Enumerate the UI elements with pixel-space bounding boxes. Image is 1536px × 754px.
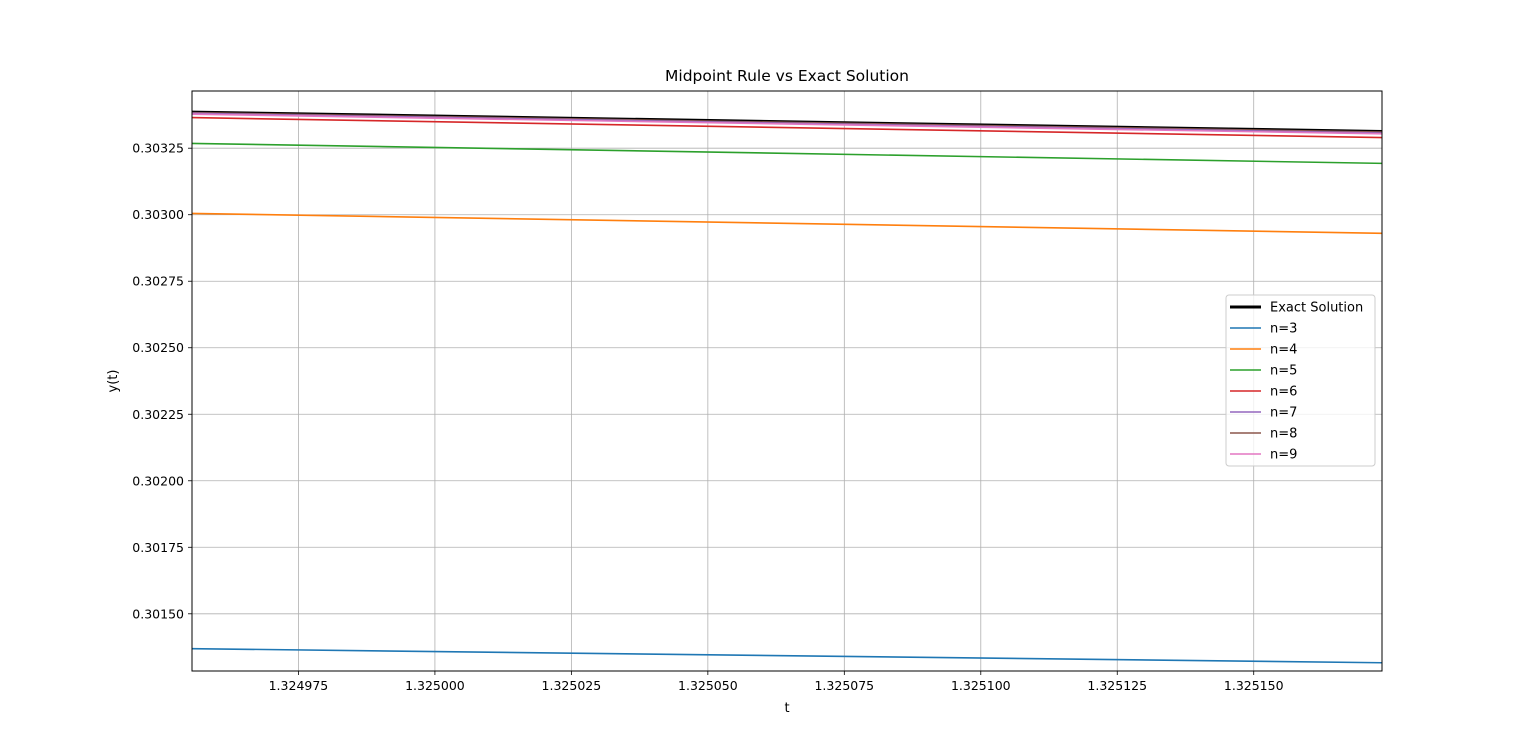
legend-label: n=4 bbox=[1270, 343, 1297, 358]
series-layer bbox=[191, 110, 1383, 664]
y-tick-label: 0.30225 bbox=[132, 407, 184, 422]
y-tick-label: 0.30325 bbox=[132, 141, 184, 156]
x-tick-label: 1.325000 bbox=[405, 678, 465, 693]
series-line-n-5 bbox=[191, 142, 1383, 165]
legend-label: n=9 bbox=[1270, 448, 1297, 463]
y-tick-label: 0.30275 bbox=[132, 274, 184, 289]
series-line-exact-solution bbox=[191, 110, 1383, 132]
y-tick-label: 0.30175 bbox=[132, 540, 184, 555]
x-tick-label: 1.325075 bbox=[814, 678, 874, 693]
series-line-n-9 bbox=[191, 113, 1383, 135]
legend-label: n=6 bbox=[1270, 385, 1297, 400]
legend: Exact Solution n=3 n=4 n=5 n=6 n=7 n=8 n=9 bbox=[1225, 294, 1376, 467]
grid bbox=[192, 91, 1382, 671]
series-line-n-6 bbox=[191, 116, 1383, 139]
x-axis-label: t bbox=[784, 701, 789, 716]
series-line-n-4 bbox=[191, 212, 1383, 235]
legend-label: n=3 bbox=[1270, 322, 1297, 337]
x-axis-ticks: 1.324975 1.325000 1.325025 1.325050 1.325075… bbox=[269, 671, 1284, 693]
x-tick-label: 1.324975 bbox=[269, 678, 329, 693]
x-tick-label: 1.325100 bbox=[951, 678, 1011, 693]
x-tick-label: 1.325025 bbox=[542, 678, 602, 693]
plot-frame bbox=[191, 90, 1383, 672]
legend-label: Exact Solution bbox=[1270, 301, 1363, 316]
x-tick-label: 1.325150 bbox=[1224, 678, 1284, 693]
y-tick-label: 0.30150 bbox=[132, 606, 184, 621]
chart-title: Midpoint Rule vs Exact Solution bbox=[665, 67, 909, 85]
legend-label: n=8 bbox=[1270, 427, 1297, 442]
series-line-n-3 bbox=[191, 647, 1383, 664]
series-line-n-7 bbox=[191, 112, 1383, 134]
legend-label: n=7 bbox=[1270, 406, 1297, 421]
legend-label: n=5 bbox=[1270, 364, 1297, 379]
x-tick-label: 1.325050 bbox=[678, 678, 738, 693]
y-tick-label: 0.30250 bbox=[132, 340, 184, 355]
legend-box bbox=[1225, 294, 1376, 467]
y-tick-label: 0.30200 bbox=[132, 473, 184, 488]
y-tick-label: 0.30300 bbox=[132, 207, 184, 222]
x-tick-label: 1.325125 bbox=[1087, 678, 1147, 693]
y-axis-label: y(t) bbox=[106, 370, 121, 393]
y-axis-ticks: 0.30150 0.30175 0.30200 0.30225 0.30250 0.302… bbox=[132, 141, 192, 621]
